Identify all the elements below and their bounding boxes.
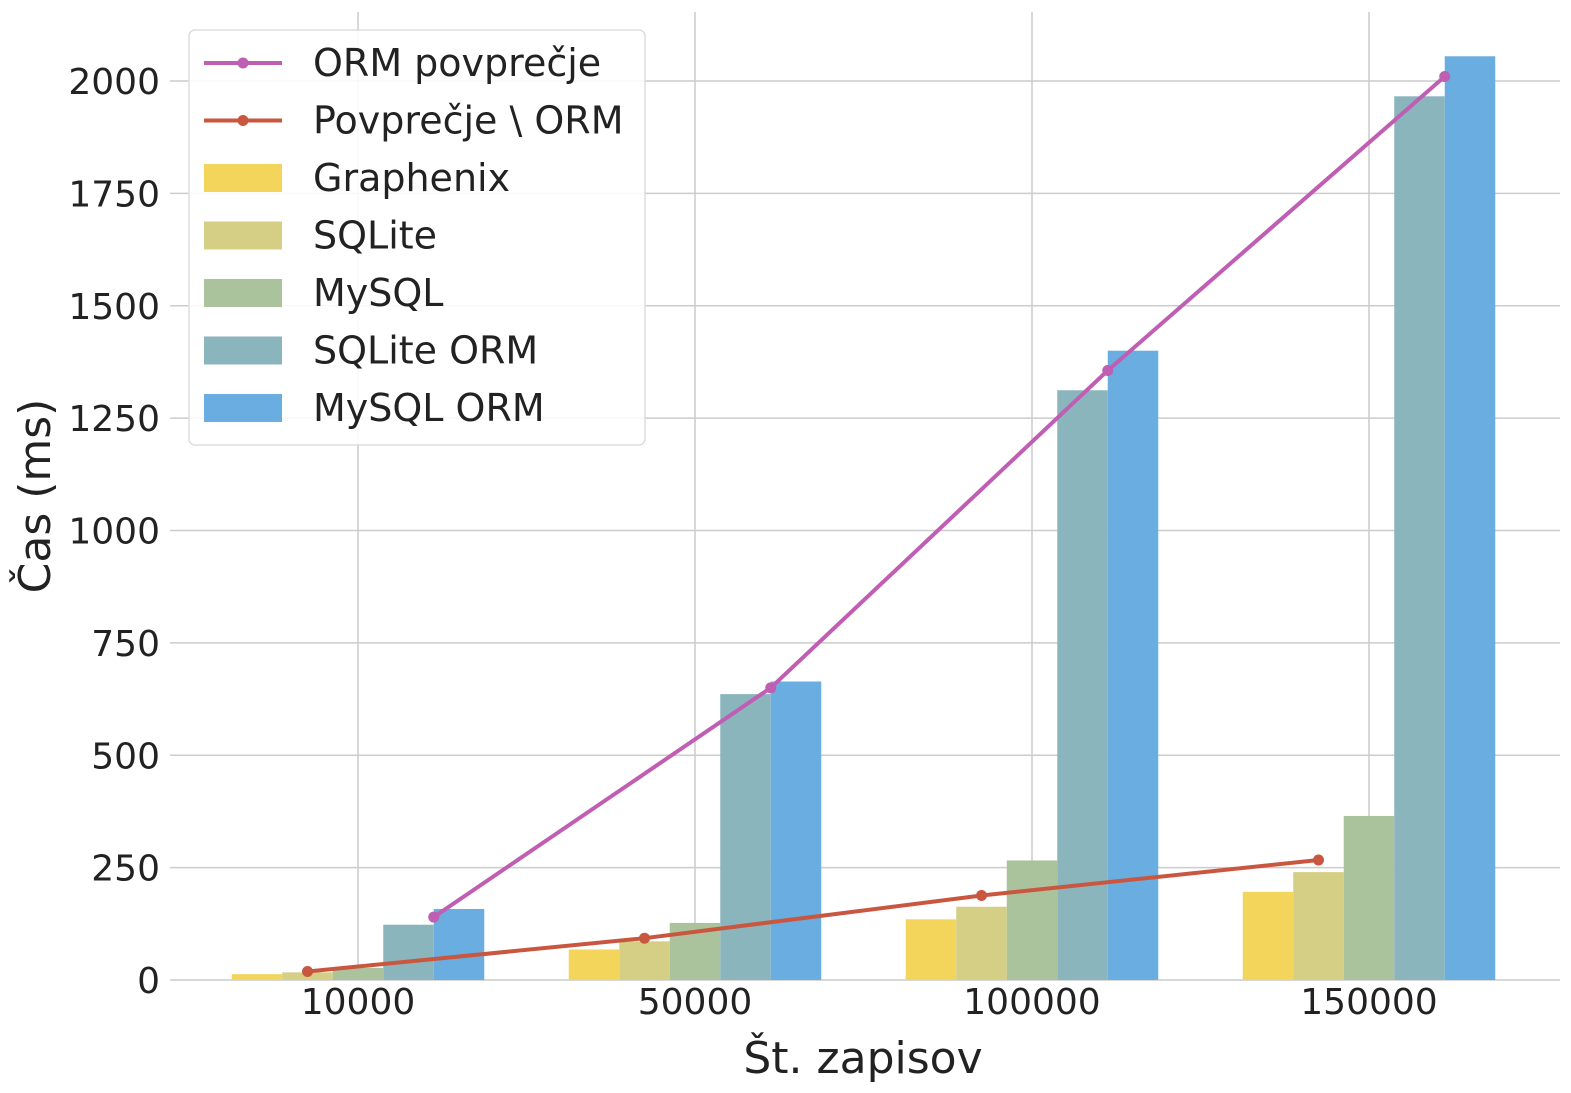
y-tick-label: 0: [137, 961, 160, 1002]
bar-mysql-10000: [332, 967, 384, 980]
point-non-orm-average-10000: [302, 965, 313, 977]
bar-sqlite-orm-50000: [720, 694, 771, 980]
legend: ORM povprečje Povprečje \ ORM Graphenix SQL…: [188, 29, 646, 446]
y-axis-title: Čas (ms): [8, 399, 61, 594]
x-tick-label: 150000: [1300, 982, 1437, 1023]
y-tick-label: 1250: [68, 399, 160, 440]
x-tick-label: 100000: [963, 982, 1100, 1023]
bar-sqlite-150000: [1293, 872, 1344, 980]
bar-mysql-150000: [1343, 815, 1395, 980]
bar-sqlite-orm-10000: [383, 924, 434, 980]
lines: [302, 71, 1451, 977]
y-tick-label: 1500: [68, 287, 160, 328]
point-non-orm-average-100000: [976, 889, 987, 901]
legend-swatch-marker: [237, 57, 249, 69]
legend-swatch-rect: [204, 336, 282, 365]
legend-label: ORM povprečje: [313, 41, 601, 85]
legend-swatch-rect: [204, 164, 282, 192]
bar-mysql-orm-10000: [433, 908, 485, 980]
line-orm-average: [432, 74, 1447, 919]
line-non-orm-average: [307, 857, 1319, 974]
y-tick-label: 250: [91, 849, 160, 890]
point-orm-average-100000: [1102, 364, 1114, 376]
x-tick-labels: 10000 50000 100000 150000: [301, 982, 1438, 1023]
y-tick-label: 2000: [68, 62, 160, 103]
bar-mysql-orm-50000: [770, 681, 822, 980]
point-orm-average-150000: [1439, 71, 1451, 83]
legend-box: [188, 29, 646, 446]
y-tick-label: 1750: [68, 174, 160, 215]
x-axis-title: Št. zapisov: [743, 1031, 982, 1084]
legend-label: MySQL ORM: [313, 386, 545, 430]
x-tick-label: 10000: [301, 982, 416, 1023]
bar-sqlite-50000: [619, 941, 670, 980]
bar-sqlite-orm-150000: [1394, 96, 1445, 980]
legend-label: SQLite: [313, 214, 437, 258]
x-tick-label: 50000: [638, 982, 753, 1023]
y-tick-label: 750: [91, 624, 160, 665]
legend-label: Graphenix: [313, 156, 510, 200]
bar-graphenix-150000: [1242, 891, 1294, 980]
bar-graphenix-50000: [568, 949, 620, 980]
bar-mysql-orm-100000: [1107, 350, 1159, 980]
point-non-orm-average-50000: [639, 932, 650, 944]
bar-graphenix-10000: [231, 974, 283, 980]
bar-mysql-100000: [1006, 860, 1058, 980]
y-tick-label: 1000: [68, 512, 160, 553]
y-tick-label: 500: [91, 736, 160, 777]
legend-label: SQLite ORM: [313, 329, 538, 373]
legend-swatch-rect: [204, 221, 282, 250]
y-tick-labels: 0 250 500 750 1000 1250 1500 1750 2000: [68, 62, 160, 1002]
point-orm-average-50000: [765, 682, 777, 694]
legend-swatch-rect: [204, 394, 282, 422]
legend-swatch-rect: [204, 279, 282, 307]
point-non-orm-average-150000: [1313, 854, 1324, 866]
point-orm-average-10000: [428, 911, 440, 923]
legend-label: MySQL: [313, 271, 443, 315]
legend-label: Povprečje \ ORM: [313, 99, 623, 143]
bar-graphenix-100000: [905, 919, 957, 980]
bar-mysql-orm-150000: [1444, 56, 1496, 980]
bars: [231, 56, 1496, 981]
bar-sqlite-100000: [956, 906, 1007, 980]
bar-sqlite-orm-100000: [1057, 390, 1108, 981]
legend-swatch-marker: [237, 115, 249, 126]
